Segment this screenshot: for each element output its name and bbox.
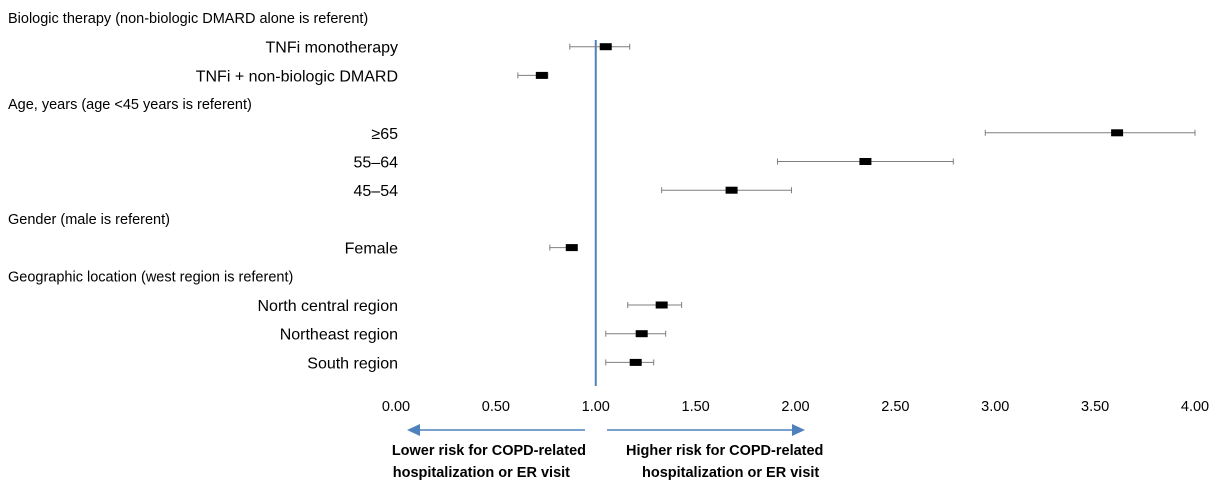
forest-row: Northeast region	[280, 327, 667, 344]
point-estimate	[629, 358, 642, 366]
forest-row: 55–64	[354, 155, 954, 172]
group-label: Gender (male is referent)	[8, 212, 170, 228]
x-tick-label: 1.50	[682, 399, 710, 415]
row-label: South region	[307, 355, 398, 372]
x-tick-label: 2.50	[881, 399, 909, 415]
row-label: Female	[345, 241, 398, 258]
left-caption-line-1: Lower risk for COPD-related	[392, 443, 586, 459]
point-estimate	[599, 43, 612, 51]
risk-captions: Lower risk for COPD-related hospitalizat…	[392, 424, 823, 481]
forest-row: South region	[307, 355, 655, 372]
point-estimate	[655, 301, 668, 309]
row-label: Northeast region	[280, 327, 398, 344]
x-tick-label: 2.00	[781, 399, 809, 415]
right-caption-line-1: Higher risk for COPD-related	[626, 443, 823, 459]
forest-row: ≥65	[371, 126, 1196, 143]
x-tick-label: 0.50	[482, 399, 510, 415]
x-tick-label: 0.00	[382, 399, 410, 415]
right-arrow-head	[792, 424, 805, 436]
x-axis: 0.00 0.50 1.00 1.50 2.00 2.50 3.00 3.50 4.00	[382, 399, 1209, 415]
left-caption-line-2: hospitalization or ER visit	[393, 465, 570, 481]
row-label: 45–54	[354, 183, 399, 200]
forest-row: North central region	[257, 298, 683, 315]
point-estimate	[1111, 129, 1124, 137]
x-tick-label: 1.00	[582, 399, 610, 415]
x-tick-label: 4.00	[1181, 399, 1209, 415]
point-estimate	[535, 71, 548, 79]
group-label: Geographic location (west region is refe…	[8, 269, 293, 285]
row-label: North central region	[257, 298, 398, 315]
forest-row: Female	[345, 241, 578, 258]
left-arrow-head	[407, 424, 420, 436]
row-label: TNFi monotherapy	[266, 40, 399, 57]
plot-rows: Biologic therapy (non-biologic DMARD alo…	[8, 11, 1196, 372]
point-estimate	[725, 186, 738, 194]
row-label: ≥65	[371, 126, 398, 143]
group-label: Biologic therapy (non-biologic DMARD alo…	[8, 11, 368, 27]
right-caption-line-2: hospitalization or ER visit	[642, 465, 819, 481]
row-label: TNFi + non-biologic DMARD	[196, 68, 398, 85]
point-estimate	[635, 330, 648, 338]
right-risk-arrow	[607, 424, 805, 436]
point-estimate	[565, 244, 578, 252]
left-risk-arrow	[407, 424, 585, 436]
forest-row: TNFi + non-biologic DMARD	[196, 68, 549, 85]
x-tick-label: 3.00	[981, 399, 1009, 415]
group-label: Age, years (age <45 years is referent)	[8, 97, 252, 113]
forest-row: 45–54	[354, 183, 793, 200]
point-estimate	[859, 158, 872, 165]
forest-row: TNFi monotherapy	[266, 40, 631, 57]
x-tick-label: 3.50	[1081, 399, 1109, 415]
row-label: 55–64	[354, 155, 399, 172]
